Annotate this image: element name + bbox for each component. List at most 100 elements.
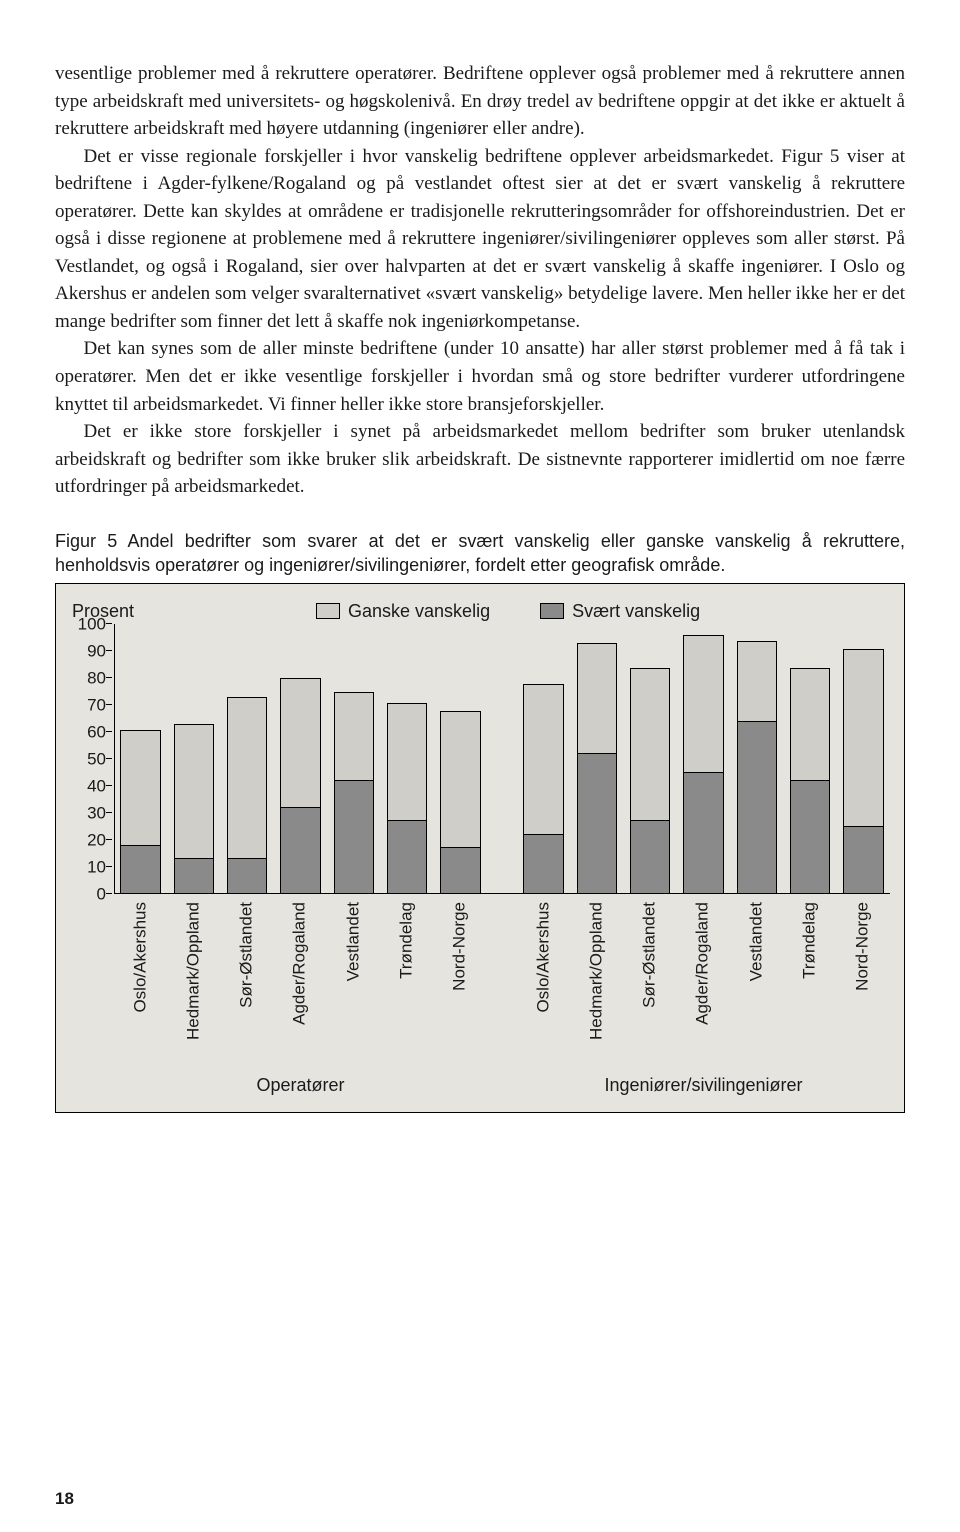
bar-segment-svart bbox=[387, 821, 427, 894]
bar-slot: Oslo/Akershus bbox=[114, 624, 167, 894]
body-text: vesentlige problemer med å rekruttere op… bbox=[55, 60, 905, 501]
y-tick-label: 0 bbox=[70, 882, 106, 907]
chart-frame: Prosent Ganske vanskelig Svært vanskelig… bbox=[55, 583, 905, 1113]
bar-segment-ganske bbox=[843, 649, 883, 827]
bar-segment-ganske bbox=[227, 697, 267, 859]
x-axis-label: Agder/Rogaland bbox=[691, 902, 716, 1025]
y-tick-mark bbox=[106, 866, 112, 867]
bar-slot: Hedmark/Oppland bbox=[167, 624, 220, 894]
bar bbox=[440, 711, 480, 895]
paragraph-2: Det er visse regionale forskjeller i hvo… bbox=[55, 143, 905, 336]
x-axis-label: Oslo/Akershus bbox=[128, 902, 153, 1013]
group-label-operators: Operatører bbox=[114, 1072, 487, 1098]
bar-segment-ganske bbox=[523, 684, 563, 835]
x-axis-label: Vestlandet bbox=[744, 902, 769, 981]
y-tick-label: 10 bbox=[70, 855, 106, 880]
bar-segment-svart bbox=[120, 846, 160, 895]
y-tick-label: 40 bbox=[70, 774, 106, 799]
bar-segment-svart bbox=[440, 848, 480, 894]
y-tick-mark bbox=[106, 785, 112, 786]
x-axis-label: Sør-Østlandet bbox=[235, 902, 260, 1008]
figure-caption: Figur 5 Andel bedrifter som svarer at de… bbox=[55, 529, 905, 578]
bar-segment-svart bbox=[683, 773, 723, 895]
x-axis-label: Oslo/Akershus bbox=[531, 902, 556, 1013]
x-axis-label: Agder/Rogaland bbox=[288, 902, 313, 1025]
bar-segment-svart bbox=[227, 859, 267, 894]
y-tick-label: 90 bbox=[70, 639, 106, 664]
bar-segment-svart bbox=[843, 827, 883, 895]
bar-slot: Nord-Norge bbox=[434, 624, 487, 894]
y-tick-label: 30 bbox=[70, 801, 106, 826]
bar-segment-svart bbox=[523, 835, 563, 894]
bar-segment-ganske bbox=[440, 711, 480, 849]
y-tick-mark bbox=[106, 704, 112, 705]
bar-segment-svart bbox=[737, 722, 777, 895]
y-tick-label: 50 bbox=[70, 747, 106, 772]
bar bbox=[630, 668, 670, 895]
y-tick-mark bbox=[106, 893, 112, 894]
bar-segment-ganske bbox=[174, 724, 214, 859]
bar bbox=[174, 724, 214, 894]
bar bbox=[387, 703, 427, 895]
x-axis-label: Vestlandet bbox=[341, 902, 366, 981]
bar bbox=[334, 692, 374, 894]
bar-segment-ganske bbox=[683, 635, 723, 773]
y-tick-label: 60 bbox=[70, 720, 106, 745]
y-tick-mark bbox=[106, 650, 112, 651]
bar-segment-ganske bbox=[630, 668, 670, 822]
page-number: 18 bbox=[55, 1487, 74, 1512]
bar-slot: Sør-Østlandet bbox=[221, 624, 274, 894]
legend-swatch-ganske bbox=[316, 603, 340, 619]
bar-slot: Sør-Østlandet bbox=[624, 624, 677, 894]
x-axis-label: Nord-Norge bbox=[448, 902, 473, 991]
y-tick-mark bbox=[106, 623, 112, 624]
bar-slot: Agder/Rogaland bbox=[677, 624, 730, 894]
bar bbox=[790, 668, 830, 895]
paragraph-1: vesentlige problemer med å rekruttere op… bbox=[55, 60, 905, 143]
bar-segment-ganske bbox=[387, 703, 427, 822]
group-label-engineers: Ingeniører/sivilingeniører bbox=[517, 1072, 890, 1098]
legend-label-ganske: Ganske vanskelig bbox=[348, 598, 490, 624]
bar-segment-svart bbox=[334, 781, 374, 894]
plot-area: 0102030405060708090100 Oslo/AkershusHedm… bbox=[114, 624, 890, 894]
chart-legend: Ganske vanskelig Svært vanskelig bbox=[316, 598, 700, 624]
x-axis-label: Hedmark/Oppland bbox=[585, 902, 610, 1040]
x-axis-label: Trøndelag bbox=[798, 902, 823, 979]
y-tick-label: 20 bbox=[70, 828, 106, 853]
bar bbox=[737, 641, 777, 895]
legend-item-ganske: Ganske vanskelig bbox=[316, 598, 490, 624]
bar bbox=[843, 649, 883, 895]
y-tick-label: 100 bbox=[70, 612, 106, 637]
legend-label-svart: Svært vanskelig bbox=[572, 598, 700, 624]
bar-slot: Trøndelag bbox=[380, 624, 433, 894]
bar-segment-ganske bbox=[737, 641, 777, 722]
bar bbox=[120, 730, 160, 895]
x-axis-label: Trøndelag bbox=[395, 902, 420, 979]
x-axis-label: Hedmark/Oppland bbox=[182, 902, 207, 1040]
bar bbox=[683, 635, 723, 894]
legend-item-svart: Svært vanskelig bbox=[540, 598, 700, 624]
bar-slot: Hedmark/Oppland bbox=[570, 624, 623, 894]
paragraph-4: Det er ikke store forskjeller i synet på… bbox=[55, 418, 905, 501]
bar bbox=[523, 684, 563, 895]
y-tick-mark bbox=[106, 812, 112, 813]
bar bbox=[227, 697, 267, 894]
legend-swatch-svart bbox=[540, 603, 564, 619]
x-axis-label: Nord-Norge bbox=[851, 902, 876, 991]
y-tick-mark bbox=[106, 677, 112, 678]
bar-slot: Oslo/Akershus bbox=[517, 624, 570, 894]
bar-slot: Nord-Norge bbox=[837, 624, 890, 894]
bar-slot: Trøndelag bbox=[783, 624, 836, 894]
bar-segment-ganske bbox=[120, 730, 160, 846]
bar-segment-svart bbox=[790, 781, 830, 894]
bar-segment-svart bbox=[280, 808, 320, 894]
group-labels: Operatører Ingeniører/sivilingeniører bbox=[114, 1072, 890, 1098]
bar-segment-ganske bbox=[577, 643, 617, 754]
bar-segment-svart bbox=[174, 859, 214, 894]
y-tick-label: 70 bbox=[70, 693, 106, 718]
y-tick-mark bbox=[106, 731, 112, 732]
bar bbox=[280, 678, 320, 894]
paragraph-3: Det kan synes som de aller minste bedrif… bbox=[55, 335, 905, 418]
x-axis-label: Sør-Østlandet bbox=[638, 902, 663, 1008]
bar-group: Oslo/AkershusHedmark/OpplandSør-Østlande… bbox=[517, 624, 890, 894]
